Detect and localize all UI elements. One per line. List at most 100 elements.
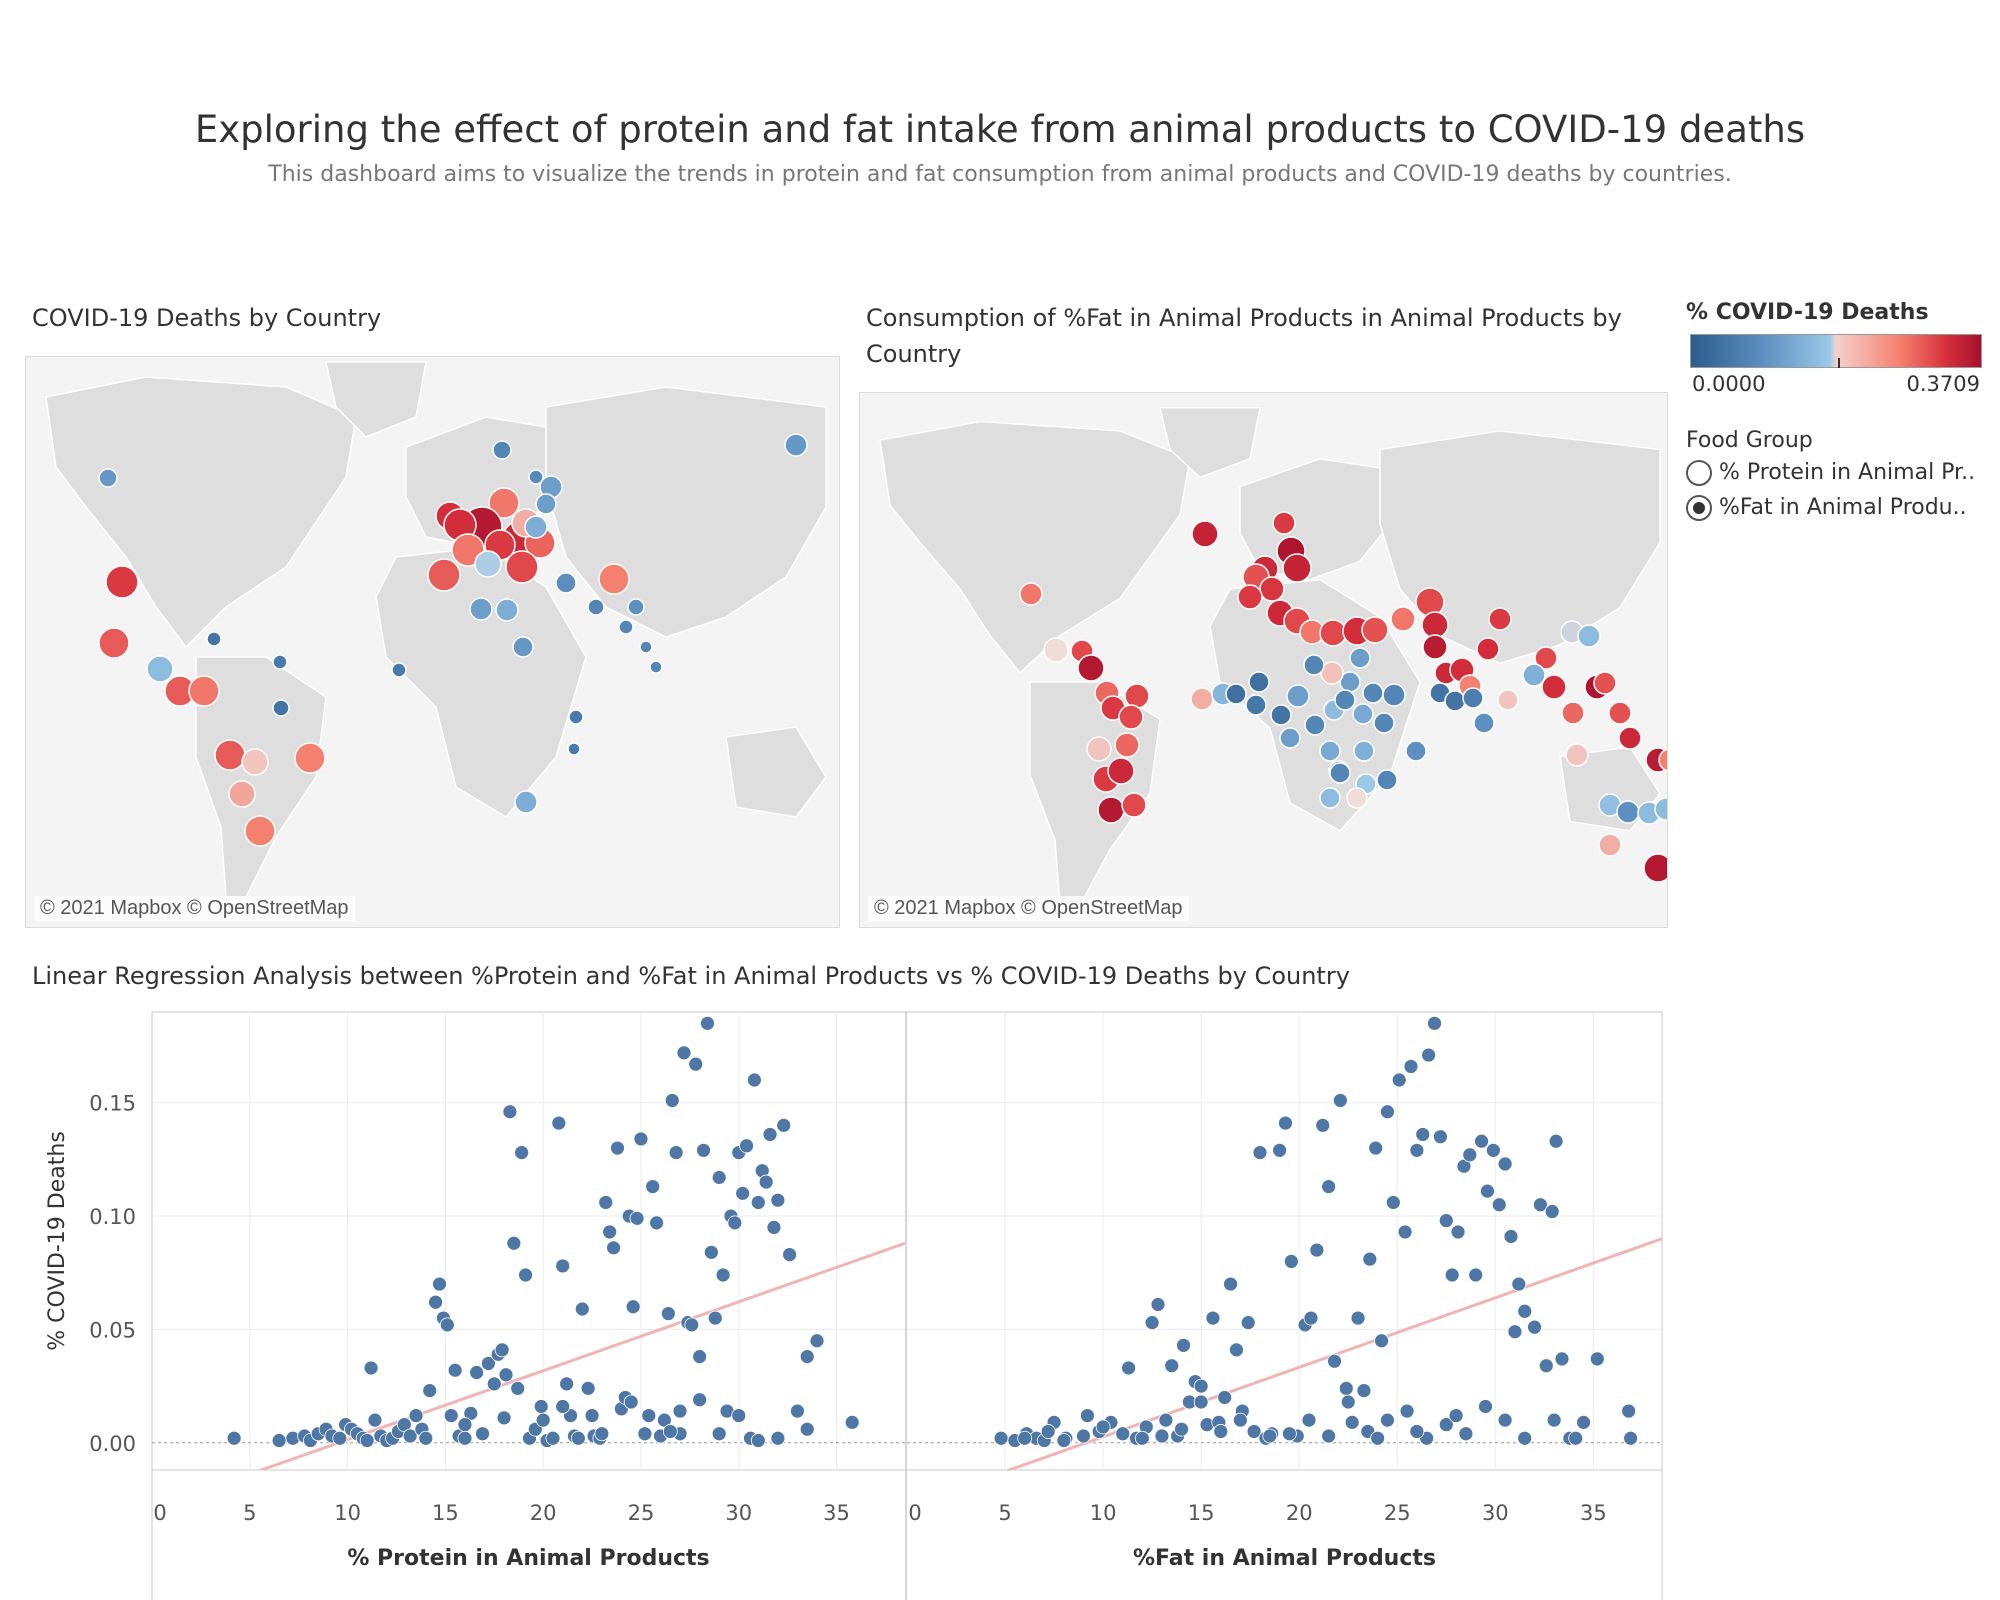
data-point[interactable] (1040, 1424, 1056, 1439)
country-bubble[interactable] (244, 815, 276, 847)
country-bubble[interactable] (1282, 553, 1312, 583)
data-point[interactable] (1193, 1378, 1209, 1394)
country-bubble[interactable] (1473, 712, 1495, 734)
data-point[interactable] (1491, 1197, 1507, 1213)
data-point[interactable] (993, 1430, 1009, 1446)
data-point[interactable] (443, 1408, 459, 1423)
country-bubble[interactable] (1121, 792, 1147, 818)
data-point[interactable] (1511, 1276, 1527, 1292)
data-point[interactable] (1458, 1426, 1474, 1442)
country-bubble[interactable] (1488, 607, 1512, 631)
country-bubble[interactable] (1279, 727, 1301, 749)
country-bubble[interactable] (524, 515, 548, 539)
country-bubble[interactable] (1497, 689, 1519, 711)
country-bubble[interactable] (639, 640, 653, 654)
data-point[interactable] (1095, 1419, 1111, 1435)
data-point[interactable] (684, 1317, 700, 1333)
country-bubble[interactable] (495, 598, 519, 622)
country-bubble[interactable] (1077, 654, 1105, 682)
data-point[interactable] (1533, 1197, 1548, 1213)
country-bubble[interactable] (206, 631, 222, 647)
data-point[interactable] (1121, 1360, 1136, 1376)
country-bubble[interactable] (1476, 637, 1500, 661)
data-point[interactable] (1217, 1390, 1233, 1405)
fat-consumption-map[interactable]: © 2021 Mapbox © OpenStreetMap (859, 392, 1668, 928)
country-bubble[interactable] (1319, 619, 1347, 647)
data-point[interactable] (692, 1349, 708, 1365)
data-point[interactable] (1450, 1224, 1466, 1240)
data-point[interactable] (1321, 1428, 1337, 1444)
country-bubble[interactable] (105, 565, 139, 599)
data-point[interactable] (1223, 1276, 1238, 1292)
data-point[interactable] (1205, 1310, 1221, 1326)
country-bubble[interactable] (649, 660, 663, 674)
radio-empty-icon[interactable] (1686, 460, 1712, 486)
data-point[interactable] (1154, 1428, 1170, 1444)
data-point[interactable] (498, 1367, 514, 1383)
data-point[interactable] (367, 1412, 383, 1428)
country-bubble[interactable] (1270, 704, 1292, 726)
data-point[interactable] (799, 1349, 815, 1365)
data-point[interactable] (1356, 1383, 1372, 1399)
data-point[interactable] (629, 1210, 645, 1226)
data-point[interactable] (1309, 1242, 1325, 1258)
data-point[interactable] (641, 1408, 657, 1423)
data-point[interactable] (727, 1215, 743, 1231)
color-gradient-bar[interactable] (1690, 334, 1982, 368)
data-point[interactable] (1427, 1015, 1442, 1031)
data-point[interactable] (1497, 1156, 1513, 1172)
data-point[interactable] (1283, 1254, 1299, 1269)
country-bubble[interactable] (1373, 712, 1395, 734)
data-point[interactable] (559, 1376, 575, 1392)
data-point[interactable] (1517, 1303, 1533, 1319)
data-point[interactable] (439, 1317, 455, 1333)
data-point[interactable] (660, 1306, 676, 1321)
data-point[interactable] (711, 1426, 727, 1442)
data-point[interactable] (496, 1410, 512, 1426)
data-point[interactable] (1017, 1430, 1033, 1446)
data-point[interactable] (1115, 1426, 1131, 1442)
data-point[interactable] (799, 1421, 815, 1437)
country-bubble[interactable] (1272, 511, 1296, 535)
country-bubble[interactable] (1405, 740, 1427, 762)
country-bubble[interactable] (1654, 797, 1667, 821)
country-bubble[interactable] (1362, 682, 1384, 704)
data-point[interactable] (510, 1380, 526, 1396)
data-point[interactable] (1374, 1333, 1389, 1349)
country-bubble[interactable] (1462, 687, 1484, 709)
country-bubble[interactable] (188, 675, 220, 707)
data-point[interactable] (707, 1310, 723, 1326)
data-point[interactable] (1350, 1310, 1366, 1326)
country-bubble[interactable] (1608, 701, 1632, 725)
data-point[interactable] (486, 1376, 502, 1392)
data-point[interactable] (545, 1430, 561, 1446)
country-bubble[interactable] (1382, 683, 1406, 707)
data-point[interactable] (1213, 1424, 1229, 1439)
regression-chart[interactable]: 0 5 10 15 20 25 30 35 0.00 0.05 0.10 0.15 % Protein … (0, 1000, 1700, 1600)
data-point[interactable] (1278, 1115, 1293, 1131)
data-point[interactable] (1282, 1426, 1297, 1442)
country-bubble[interactable] (1421, 611, 1449, 639)
data-point[interactable] (555, 1399, 571, 1414)
country-bubble[interactable] (1616, 800, 1640, 824)
map-credit[interactable]: © 2021 Mapbox © OpenStreetMap (868, 896, 1189, 921)
data-point[interactable] (688, 1056, 704, 1072)
data-point[interactable] (1344, 1414, 1360, 1430)
country-bubble[interactable] (618, 619, 634, 635)
data-point[interactable] (676, 1045, 692, 1061)
country-bubble[interactable] (535, 493, 557, 515)
data-point[interactable] (1327, 1353, 1342, 1369)
food-group-item-fat[interactable]: %Fat in Animal Produ.. (1686, 495, 1967, 521)
data-point[interactable] (1340, 1394, 1356, 1410)
data-point[interactable] (1232, 1412, 1248, 1428)
data-point[interactable] (598, 1195, 614, 1210)
country-bubble[interactable] (241, 748, 269, 776)
country-bubble[interactable] (272, 699, 290, 717)
data-point[interactable] (1478, 1399, 1493, 1414)
data-point[interactable] (1252, 1145, 1268, 1160)
country-bubble[interactable] (1304, 714, 1326, 736)
data-point[interactable] (475, 1426, 490, 1442)
data-point[interactable] (1076, 1428, 1091, 1444)
data-point[interactable] (692, 1392, 708, 1408)
data-point[interactable] (1568, 1430, 1584, 1446)
